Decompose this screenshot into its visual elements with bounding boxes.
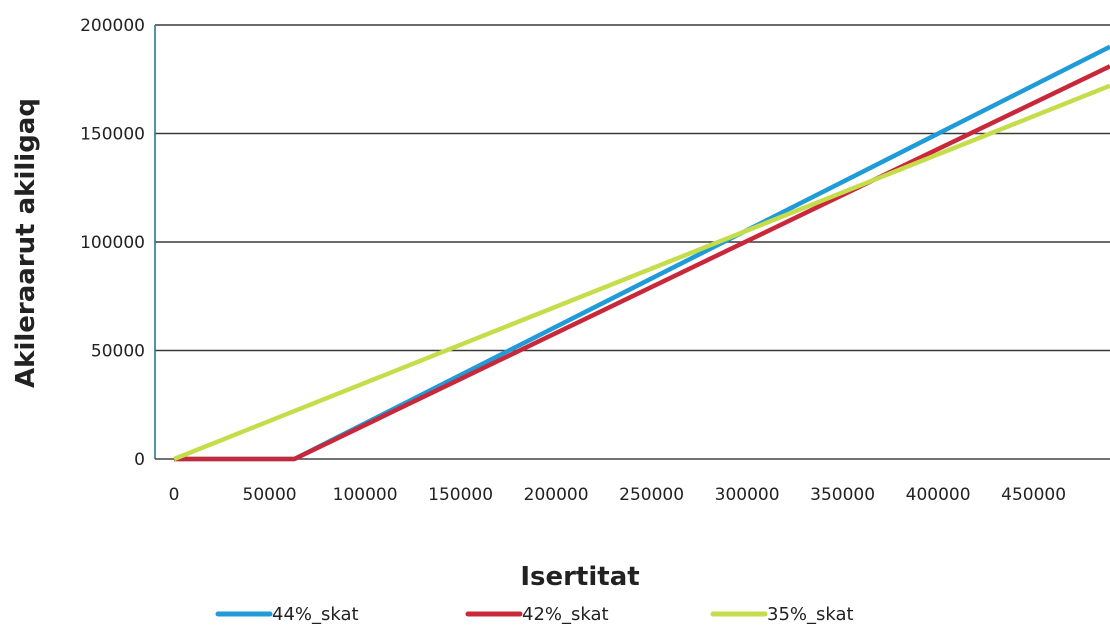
x-tick-label: 50000 (243, 485, 297, 505)
y-tick-label: 0 (134, 450, 145, 470)
y-tick-labels: 0 50000 100000 150000 200000 (80, 16, 145, 470)
x-tick-label: 450000 (1001, 485, 1066, 505)
x-tick-label: 400000 (906, 485, 971, 505)
x-tick-label: 0 (169, 485, 180, 505)
x-tick-labels: 0 50000 100000 150000 200000 250000 300000 3500… (169, 485, 1066, 505)
axes (154, 25, 1110, 460)
legend-label: 44%_skat (272, 604, 359, 625)
series-lines (173, 44, 1110, 462)
gridlines (155, 24, 1110, 352)
x-tick-label: 250000 (619, 485, 684, 505)
legend: 44%_skat 42%_skat 35%_skat (215, 604, 854, 625)
x-tick-label: 300000 (715, 485, 780, 505)
x-tick-label: 350000 (810, 485, 875, 505)
series-line (174, 44, 1110, 462)
y-tick-label: 50000 (91, 342, 145, 362)
y-tick-label: 150000 (80, 125, 145, 145)
x-tick-label: 100000 (333, 485, 398, 505)
x-axis-title: Isertitat (520, 562, 639, 592)
x-tick-label: 200000 (524, 485, 589, 505)
y-axis-title: Akileraarut akiligaq (11, 98, 41, 388)
y-tick-label: 200000 (80, 16, 145, 36)
legend-label: 42%_skat (522, 604, 609, 625)
legend-label: 35%_skat (767, 604, 854, 625)
series-line (174, 64, 1110, 462)
y-tick-label: 100000 (80, 233, 145, 253)
x-tick-label: 150000 (428, 485, 493, 505)
series-line (173, 83, 1110, 462)
